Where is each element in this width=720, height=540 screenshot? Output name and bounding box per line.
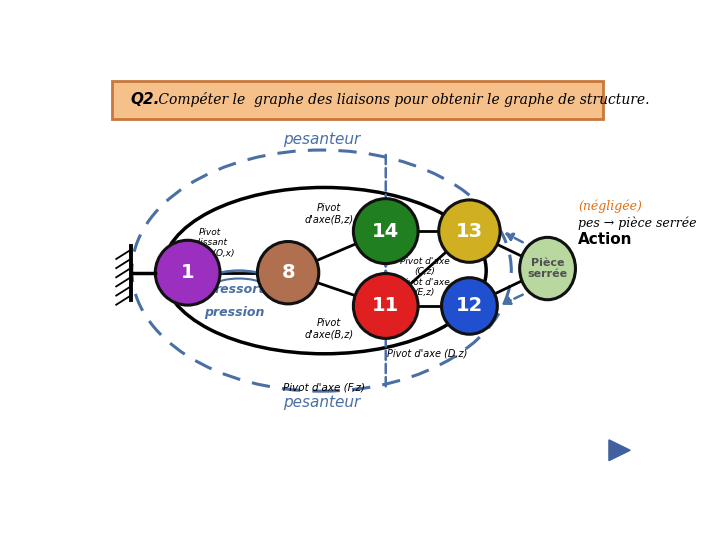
Ellipse shape: [520, 238, 575, 300]
Text: Pivot d'axe (F,z): Pivot d'axe (F,z): [284, 382, 365, 392]
Text: pesanteur: pesanteur: [283, 132, 360, 147]
Text: 8: 8: [282, 263, 295, 282]
Text: (négligée): (négligée): [578, 199, 642, 213]
Text: pesanteur: pesanteur: [283, 395, 360, 410]
Polygon shape: [609, 440, 630, 461]
Text: 14: 14: [372, 221, 400, 241]
Text: 1: 1: [181, 263, 194, 282]
Text: Pivot
glissant
d'axe (O,x): Pivot glissant d'axe (O,x): [185, 228, 235, 258]
Ellipse shape: [438, 200, 500, 262]
FancyBboxPatch shape: [112, 80, 603, 119]
Ellipse shape: [354, 199, 418, 264]
Ellipse shape: [441, 278, 498, 334]
Text: Pièce
serrée: Pièce serrée: [528, 258, 567, 279]
Text: Pivot
d'axe(B,z): Pivot d'axe(B,z): [305, 203, 354, 225]
Text: 12: 12: [456, 296, 483, 315]
Text: pes → pièce serrée: pes → pièce serrée: [578, 217, 697, 231]
Text: 11: 11: [372, 296, 400, 315]
Text: Pivot
d'axe(B,z): Pivot d'axe(B,z): [305, 318, 354, 340]
Text: Compéter le  graphe des liaisons pour obtenir le graphe de structure.: Compéter le graphe des liaisons pour obt…: [154, 92, 649, 107]
Ellipse shape: [258, 241, 319, 304]
Text: Action: Action: [578, 232, 633, 247]
Text: Pivot d'axe (D,z): Pivot d'axe (D,z): [387, 349, 468, 359]
Text: ressort: ressort: [215, 283, 265, 296]
Ellipse shape: [156, 240, 220, 305]
Ellipse shape: [354, 274, 418, 339]
Text: pression: pression: [204, 306, 264, 319]
Text: Q2.: Q2.: [130, 92, 160, 107]
Text: 13: 13: [456, 221, 483, 241]
Text: Pivot d'axe
(C,z)
Pivot d'axe
(E,z): Pivot d'axe (C,z) Pivot d'axe (E,z): [400, 256, 450, 297]
